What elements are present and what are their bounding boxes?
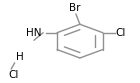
Text: Cl: Cl	[8, 70, 18, 80]
Text: Br: Br	[69, 3, 80, 13]
Text: H: H	[16, 52, 24, 62]
Text: Cl: Cl	[115, 28, 126, 38]
Text: HN: HN	[26, 28, 42, 38]
